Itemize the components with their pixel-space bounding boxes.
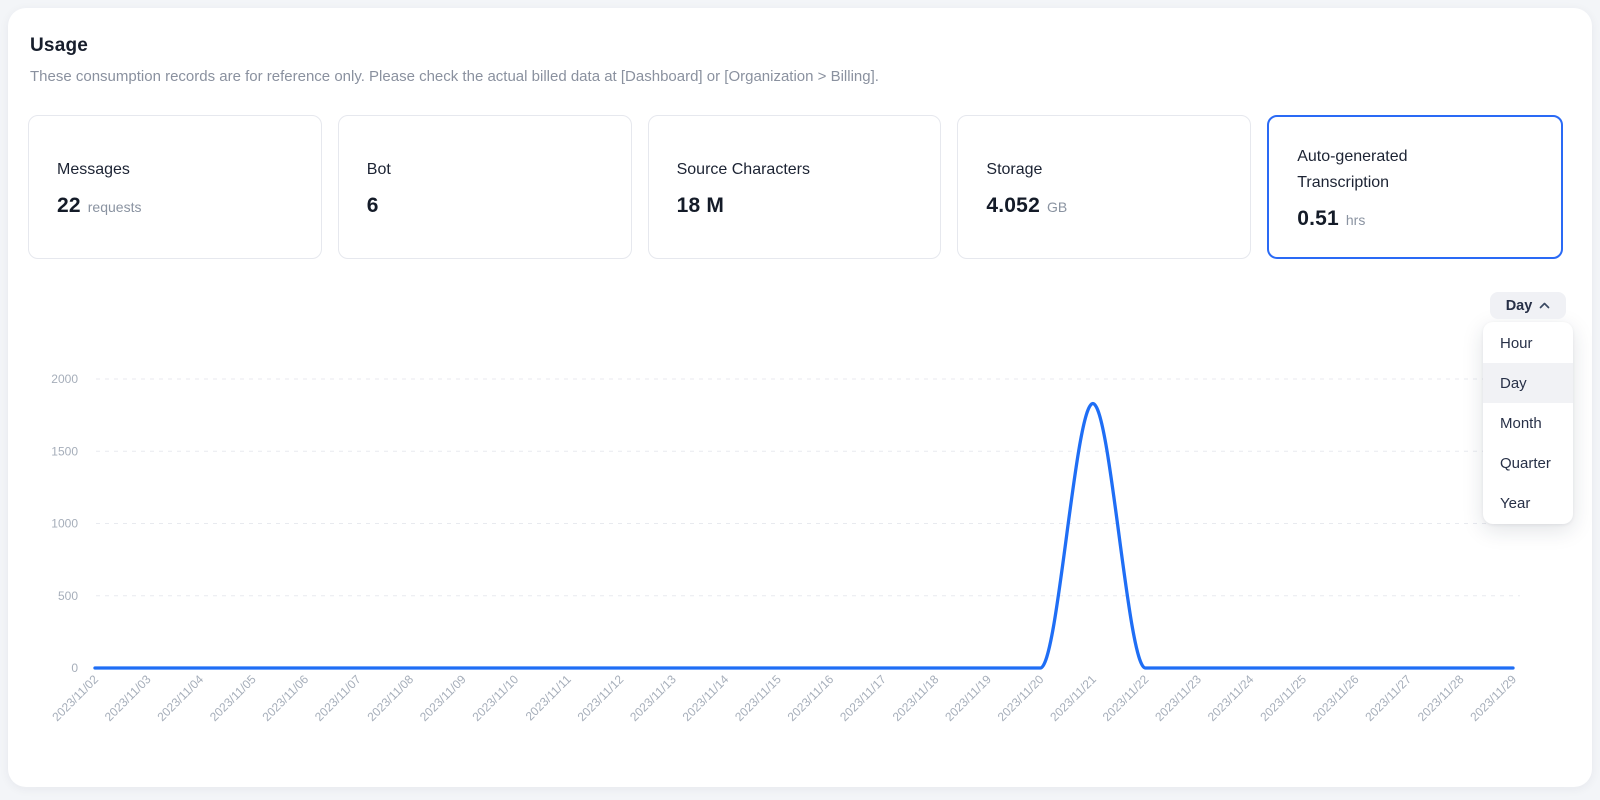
stat-card-value: 6 — [366, 193, 379, 217]
stat-card-transcription[interactable]: Auto-generated Transcription 0.51 hrs — [1267, 115, 1563, 259]
stat-card-label: Source Characters — [676, 160, 810, 178]
granularity-selected-label: Day — [1505, 297, 1533, 314]
stat-card-valrow: 4.052 GB — [986, 194, 1226, 218]
svg-text:2023/11/05: 2023/11/05 — [207, 672, 259, 724]
svg-text:2023/11/11: 2023/11/11 — [523, 672, 574, 723]
stat-card-unit: hrs — [1345, 211, 1366, 228]
svg-text:2023/11/13: 2023/11/13 — [627, 672, 679, 724]
svg-text:2023/11/26: 2023/11/26 — [1310, 672, 1362, 724]
stat-card-value: 18 M — [676, 193, 725, 217]
svg-text:2023/11/17: 2023/11/17 — [837, 672, 889, 724]
svg-text:2023/11/10: 2023/11/10 — [470, 672, 522, 724]
svg-text:2023/11/27: 2023/11/27 — [1362, 672, 1414, 724]
chevron-up-icon — [1539, 302, 1550, 309]
stat-card-value: 4.052 — [986, 193, 1040, 217]
svg-text:2023/11/12: 2023/11/12 — [575, 672, 627, 724]
svg-text:2023/11/23: 2023/11/23 — [1152, 672, 1204, 724]
svg-text:500: 500 — [58, 589, 78, 603]
menu-item-month[interactable]: Month — [1500, 414, 1542, 432]
svg-text:2000: 2000 — [51, 372, 78, 386]
stat-card-valrow: 0.51 hrs — [1297, 207, 1537, 231]
stat-card-valrow: 18 M — [677, 194, 917, 218]
svg-text:2023/11/06: 2023/11/06 — [259, 672, 311, 724]
svg-text:2023/11/25: 2023/11/25 — [1257, 672, 1309, 724]
menu-item-year[interactable]: Year — [1500, 494, 1531, 512]
stat-card-valrow: 6 — [367, 194, 607, 218]
stat-card-unit: requests — [87, 198, 142, 215]
granularity-menu: Hour Day Month Quarter Year — [1483, 322, 1573, 524]
menu-item-hour[interactable]: Hour — [1500, 334, 1533, 352]
stat-card-value: 22 — [57, 193, 81, 217]
svg-text:2023/11/18: 2023/11/18 — [890, 672, 942, 724]
svg-text:2023/11/04: 2023/11/04 — [154, 672, 206, 724]
stat-card-label: Messages — [57, 160, 130, 178]
stat-cards: Messages 22 requests Bot 6 Source Charac… — [28, 115, 1563, 259]
svg-text:2023/11/29: 2023/11/29 — [1467, 672, 1519, 724]
stat-card-valrow: 22 requests — [57, 194, 297, 218]
svg-text:1500: 1500 — [51, 444, 78, 458]
svg-text:2023/11/14: 2023/11/14 — [680, 672, 732, 724]
stat-card-source-characters[interactable]: Source Characters 18 M — [647, 115, 942, 259]
menu-item-quarter[interactable]: Quarter — [1500, 454, 1551, 472]
usage-panel: Usage These consumption records are for … — [8, 8, 1592, 787]
svg-text:2023/11/24: 2023/11/24 — [1205, 672, 1257, 724]
svg-text:2023/11/03: 2023/11/03 — [102, 672, 154, 724]
stat-card-unit: GB — [1046, 198, 1068, 215]
svg-text:1000: 1000 — [51, 517, 78, 531]
stat-card-label: Bot — [366, 160, 391, 178]
menu-item-day[interactable]: Day — [1483, 363, 1573, 403]
svg-text:2023/11/19: 2023/11/19 — [942, 672, 994, 724]
svg-text:2023/11/21: 2023/11/21 — [1047, 672, 1099, 724]
granularity-dropdown-button[interactable]: Day — [1490, 292, 1566, 319]
svg-text:0: 0 — [71, 661, 78, 675]
svg-text:2023/11/08: 2023/11/08 — [364, 672, 416, 724]
svg-text:2023/11/07: 2023/11/07 — [312, 672, 364, 724]
svg-text:2023/11/20: 2023/11/20 — [995, 672, 1047, 724]
svg-text:2023/11/09: 2023/11/09 — [417, 672, 469, 724]
stat-card-label: Storage — [986, 160, 1043, 178]
stat-card-storage[interactable]: Storage 4.052 GB — [957, 115, 1252, 259]
page-title: Usage — [30, 35, 89, 56]
stat-card-bot[interactable]: Bot 6 — [337, 115, 632, 259]
svg-text:2023/11/15: 2023/11/15 — [732, 672, 784, 724]
svg-text:2023/11/28: 2023/11/28 — [1415, 672, 1467, 724]
page-subtitle: These consumption records are for refere… — [30, 68, 879, 85]
svg-text:2023/11/22: 2023/11/22 — [1100, 672, 1152, 724]
svg-text:2023/11/02: 2023/11/02 — [49, 672, 101, 724]
stat-card-value: 0.51 — [1297, 206, 1339, 230]
stat-card-label: Auto-generated Transcription — [1297, 147, 1408, 191]
stat-card-messages[interactable]: Messages 22 requests — [28, 115, 322, 259]
svg-text:2023/11/16: 2023/11/16 — [785, 672, 837, 724]
panel-header: Usage These consumption records are for … — [30, 35, 879, 85]
